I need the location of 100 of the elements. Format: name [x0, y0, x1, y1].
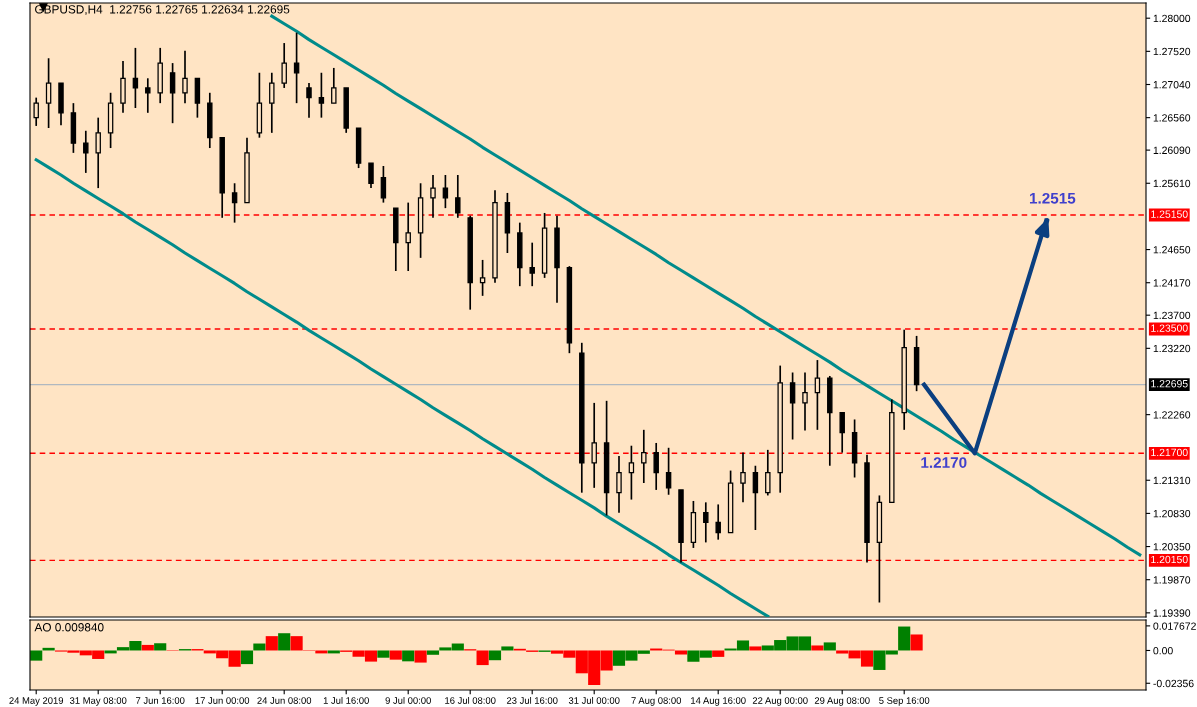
candlestick [281, 42, 287, 89]
bar [327, 650, 340, 654]
candlestick [665, 446, 672, 496]
candlestick [479, 259, 486, 297]
bar [389, 650, 402, 660]
bar [488, 650, 502, 661]
x-tick-label: 31 May 08:00 [69, 697, 127, 706]
candlestick [83, 129, 89, 174]
x-tick-label: 29 Aug 08:00 [814, 697, 870, 706]
candlestick [628, 444, 635, 501]
candlestick [182, 49, 188, 104]
candlestick [740, 451, 746, 504]
y-tick-label: 1.24650 [1153, 246, 1191, 254]
line-series [34, 158, 770, 617]
candlestick [703, 501, 709, 544]
x-tick-label: 24 Jun 08:00 [257, 697, 312, 704]
candlestick [455, 174, 461, 219]
y-tick-label: 1.24170 [1153, 279, 1191, 287]
bar [910, 634, 923, 651]
chart-title: GBPUSD,H4 1.22756 1.22765 1.22634 1.22695 [35, 5, 290, 15]
candlestick [368, 162, 374, 189]
candlestick [380, 165, 387, 204]
bar [674, 650, 688, 655]
ref-line-label: 1.22695 [1151, 380, 1188, 388]
candlestick [814, 359, 821, 431]
y-tick-label: 1.26560 [1153, 114, 1191, 122]
y-tick-label: 1.26090 [1153, 146, 1191, 154]
candlestick [145, 77, 151, 114]
candlestick [442, 174, 449, 209]
y-tick-label: 1.27520 [1153, 47, 1191, 56]
x-tick-label: 5 Sep 16:00 [879, 697, 930, 706]
bar [476, 650, 489, 666]
y-tick-label: 1.20830 [1153, 509, 1191, 518]
x-tick-label: 22 Aug 00:00 [752, 697, 808, 706]
bar [278, 633, 291, 651]
bar [712, 650, 725, 657]
y-tick-label: 1.23700 [1153, 311, 1191, 320]
candlestick [839, 411, 845, 454]
y-tick-label: 1.22260 [1153, 411, 1191, 419]
bar [402, 650, 415, 662]
bar [811, 645, 824, 651]
y-tick-label: 1.19870 [1153, 576, 1191, 584]
bar [377, 650, 390, 658]
ref-line-label: 1.20150 [1151, 555, 1188, 564]
candlestick [33, 96, 39, 127]
candlestick [169, 62, 176, 125]
y-tick-label: 1.27040 [1153, 81, 1191, 89]
chart-title: AO 0.009840 [34, 623, 104, 632]
y-tick-label: 1.20350 [1153, 543, 1191, 551]
candlestick [132, 47, 139, 109]
annotation: 1.2515 [1029, 192, 1076, 204]
candlestick [318, 71, 325, 119]
candlestick [765, 449, 771, 497]
candlestick [405, 201, 411, 272]
bar [898, 626, 911, 651]
y-tick-label: -0.02356 [1153, 679, 1194, 688]
x-tick-label: 17 Jun 00:00 [195, 697, 250, 704]
y-tick-label: 1.28000 [1153, 14, 1191, 23]
candlestick [293, 31, 300, 104]
candlestick [653, 442, 659, 491]
candlestick [789, 371, 796, 441]
candlestick [752, 464, 759, 531]
bar [749, 646, 762, 651]
candlestick [95, 116, 101, 189]
y-tick-label: 0.017672 [1153, 622, 1196, 630]
x-tick-label: 24 May 2019 [9, 697, 64, 706]
bar [240, 650, 254, 665]
x-tick-label: 23 Jul 16:00 [506, 696, 558, 704]
candlestick [45, 57, 52, 129]
candlestick [331, 67, 337, 104]
x-tick-label: 31 Jul 00:00 [568, 696, 620, 704]
bar [501, 646, 514, 651]
y-tick-label: 1.19390 [1153, 609, 1191, 617]
ref-line-label: 1.21700 [1151, 448, 1188, 457]
bar [30, 650, 43, 661]
candlestick [616, 455, 622, 514]
ref-line-label: 1.23500 [1151, 324, 1188, 332]
y-tick-label: 1.23220 [1153, 344, 1191, 353]
x-tick-label: 1 Jul 16:00 [323, 696, 369, 704]
bar [823, 642, 836, 651]
x-tick-label: 14 Aug 16:00 [691, 697, 746, 706]
x-tick-label: 16 Jul 08:00 [445, 696, 496, 704]
candlestick [306, 82, 312, 119]
bar [290, 636, 303, 651]
line-series [270, 14, 1142, 557]
candlestick [591, 402, 597, 489]
candlestick [231, 182, 238, 224]
candlestick [269, 71, 275, 134]
bar [104, 650, 117, 654]
candlestick [430, 174, 436, 219]
ref-line-label: 1.25150 [1151, 210, 1188, 218]
annotation: 1.2170 [921, 457, 967, 468]
candlestick [641, 428, 647, 484]
x-tick-label: 7 Jun 16:00 [136, 697, 185, 704]
y-tick-label: 1.21310 [1153, 476, 1191, 485]
bar [154, 643, 167, 651]
bar [426, 650, 440, 655]
candlestick [715, 503, 721, 541]
y-tick-label: 1.25610 [1153, 179, 1191, 188]
bar [265, 636, 278, 651]
